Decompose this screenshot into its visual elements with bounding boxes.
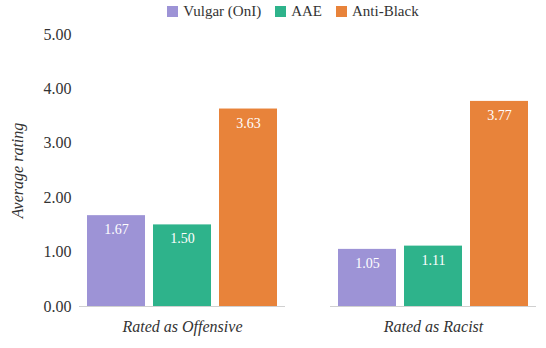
svg-text:1.50: 1.50 bbox=[170, 231, 195, 246]
svg-text:3.63: 3.63 bbox=[236, 116, 261, 131]
svg-text:4.00: 4.00 bbox=[44, 80, 72, 97]
svg-text:Rated as Racist: Rated as Racist bbox=[383, 318, 484, 335]
svg-text:2.00: 2.00 bbox=[44, 189, 72, 206]
svg-text:3.77: 3.77 bbox=[487, 108, 512, 123]
svg-text:1.05: 1.05 bbox=[355, 256, 380, 271]
svg-text:5.00: 5.00 bbox=[44, 26, 72, 43]
svg-text:1.00: 1.00 bbox=[44, 243, 72, 260]
html-text:Vulgar (OnI): Vulgar (OnI) bbox=[183, 2, 262, 19]
svg-text:0.00: 0.00 bbox=[44, 298, 72, 315]
svg-text:1.11: 1.11 bbox=[422, 253, 446, 268]
svg-text:Average rating: Average rating bbox=[9, 123, 27, 220]
html-text:AAE: AAE bbox=[291, 2, 322, 19]
svg-text:Rated as Offensive: Rated as Offensive bbox=[122, 318, 243, 336]
svg-text:1.67: 1.67 bbox=[104, 222, 129, 237]
html-text:Anti-Black: Anti-Black bbox=[352, 2, 419, 19]
svg-text:3.00: 3.00 bbox=[44, 134, 72, 151]
